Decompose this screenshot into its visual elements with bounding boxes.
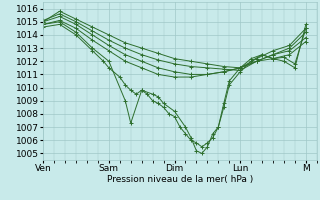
X-axis label: Pression niveau de la mer( hPa ): Pression niveau de la mer( hPa ): [107, 175, 253, 184]
